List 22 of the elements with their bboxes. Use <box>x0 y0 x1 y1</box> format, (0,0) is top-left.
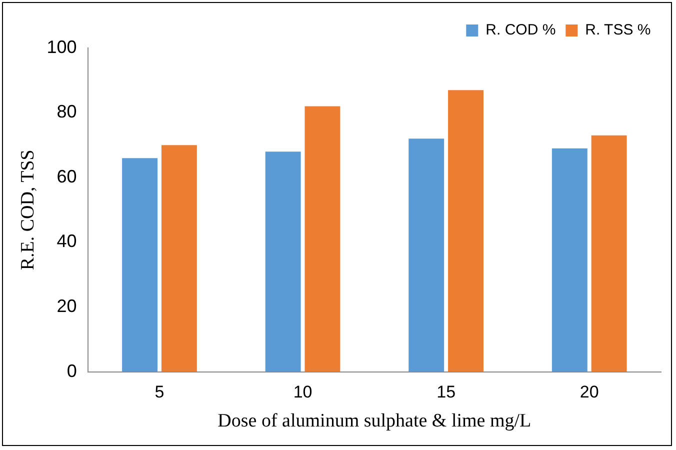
bar <box>448 90 484 372</box>
y-tick-label: 80 <box>56 102 77 122</box>
y-tick-label: 0 <box>66 360 77 381</box>
legend-label: R. COD % <box>486 22 556 39</box>
y-tick-label: 40 <box>56 231 77 252</box>
bar <box>304 106 340 372</box>
x-tick-label: 20 <box>580 382 599 402</box>
x-tick-label: 10 <box>293 382 312 402</box>
y-tick-label: 100 <box>46 36 77 57</box>
x-axis-title: Dose of aluminum sulphate & lime mg/L <box>218 410 532 432</box>
x-tick-label: 5 <box>154 382 164 402</box>
bar <box>265 152 301 372</box>
y-tick-label: 60 <box>56 166 77 186</box>
bar <box>552 148 588 372</box>
y-axis-title: R.E. COD, TSS <box>17 150 38 270</box>
bar <box>122 158 158 372</box>
bar <box>161 145 197 372</box>
legend-label: R. TSS % <box>585 22 651 39</box>
y-tick-label: 20 <box>56 296 77 316</box>
bar <box>408 138 444 372</box>
x-tick-label: 15 <box>436 382 456 402</box>
bar <box>591 135 627 372</box>
